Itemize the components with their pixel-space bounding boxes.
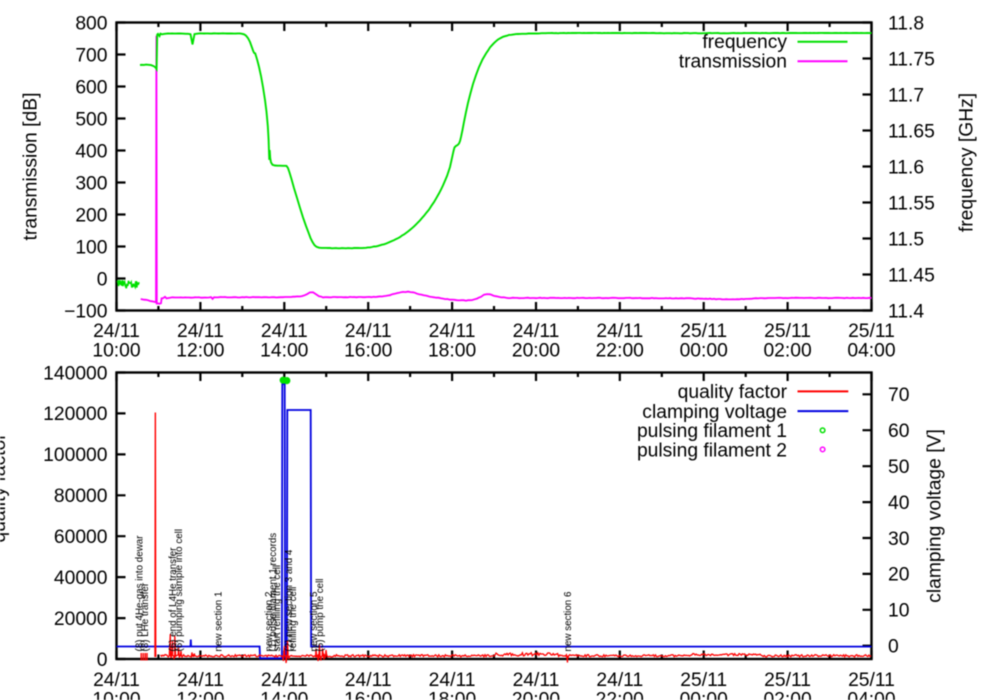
svg-text:04:00: 04:00 (847, 341, 895, 362)
svg-text:20: 20 (888, 565, 909, 586)
svg-text:40: 40 (888, 493, 909, 514)
svg-text:22:00: 22:00 (596, 689, 644, 700)
svg-text:11.7: 11.7 (888, 85, 924, 106)
svg-text:00:00: 00:00 (680, 689, 728, 700)
svg-text:frequency: frequency (702, 32, 787, 53)
svg-text:24/11: 24/11 (596, 321, 643, 342)
svg-text:quality factor: quality factor (678, 382, 788, 403)
svg-text:25/11: 25/11 (764, 670, 811, 691)
svg-text:20:00: 20:00 (512, 341, 560, 362)
svg-text:24/11: 24/11 (429, 321, 476, 342)
svg-text:new section 5: new section 5 (309, 591, 320, 651)
svg-text:11.4: 11.4 (888, 301, 924, 322)
svg-text:10:00: 10:00 (92, 341, 140, 362)
svg-text:new section 2: new section 2 (264, 592, 275, 652)
svg-text:11.6: 11.6 (888, 157, 924, 178)
svg-text:(8) LHe transfer: (8) LHe transfer (140, 582, 151, 651)
svg-text:24/11: 24/11 (177, 321, 224, 342)
svg-text:500: 500 (75, 109, 107, 130)
svg-text:800: 800 (75, 13, 107, 34)
svg-text:700: 700 (75, 45, 107, 66)
svg-text:120000: 120000 (43, 404, 107, 425)
svg-text:60: 60 (888, 421, 909, 442)
svg-text:quality factor: quality factor (0, 433, 10, 543)
svg-text:−100: −100 (64, 301, 107, 322)
svg-text:300: 300 (75, 173, 107, 194)
svg-text:24/11: 24/11 (513, 670, 560, 691)
svg-text:02:00: 02:00 (763, 341, 811, 362)
svg-text:25/11: 25/11 (848, 321, 895, 342)
svg-text:24/11: 24/11 (429, 670, 476, 691)
svg-text:16:00: 16:00 (344, 341, 392, 362)
svg-text:10:00: 10:00 (92, 689, 140, 700)
svg-text:(5) pump the cell: (5) pump the cell (315, 579, 326, 652)
svg-text:24/11: 24/11 (345, 670, 392, 691)
svg-text:50: 50 (888, 457, 909, 478)
svg-text:24/11: 24/11 (177, 670, 224, 691)
svg-text:200: 200 (75, 205, 107, 226)
svg-text:140000: 140000 (43, 363, 107, 384)
svg-text:18:00: 18:00 (428, 689, 476, 700)
svg-text:24/11: 24/11 (345, 321, 392, 342)
svg-text:25/11: 25/11 (680, 321, 727, 342)
svg-text:10: 10 (888, 601, 909, 622)
svg-text:18:00: 18:00 (428, 341, 476, 362)
svg-text:0: 0 (97, 269, 108, 290)
svg-text:14:00: 14:00 (260, 689, 308, 700)
svg-text:25/11: 25/11 (848, 670, 895, 691)
svg-text:20000: 20000 (54, 609, 108, 630)
svg-text:14:00: 14:00 (260, 341, 308, 362)
svg-text:11.45: 11.45 (888, 265, 935, 286)
svg-text:(1) pulse filament 1 records: (1) pulse filament 1 records (268, 533, 279, 652)
svg-text:11.75: 11.75 (888, 49, 935, 70)
svg-text:40000: 40000 (54, 568, 108, 589)
svg-text:11.65: 11.65 (888, 121, 935, 142)
svg-text:30: 30 (888, 529, 909, 550)
svg-text:24/11: 24/11 (513, 321, 560, 342)
svg-text:60000: 60000 (54, 527, 108, 548)
svg-text:24/11: 24/11 (261, 670, 308, 691)
svg-text:0: 0 (888, 637, 899, 658)
svg-text:22:00: 22:00 (596, 341, 644, 362)
svg-text:400: 400 (75, 141, 107, 162)
svg-text:24/11: 24/11 (93, 321, 140, 342)
svg-text:(8) put 4He-gas into dewar: (8) put 4He-gas into dewar (135, 535, 146, 652)
svg-text:24/11: 24/11 (596, 670, 643, 691)
svg-text:100: 100 (75, 237, 107, 258)
svg-text:25/11: 25/11 (680, 670, 727, 691)
svg-text:24/11: 24/11 (261, 321, 308, 342)
svg-text:12:00: 12:00 (176, 689, 224, 700)
svg-text:0: 0 (97, 650, 108, 671)
svg-text:start refilling the cell: start refilling the cell (272, 565, 283, 652)
svg-text:clamping voltage [V]: clamping voltage [V] (925, 429, 946, 603)
svg-text:600: 600 (75, 77, 107, 98)
svg-text:new section 6: new section 6 (563, 591, 574, 651)
svg-text:11.8: 11.8 (888, 13, 924, 34)
svg-text:16:00: 16:00 (344, 689, 392, 700)
svg-text:70: 70 (888, 385, 909, 406)
svg-text:02:00: 02:00 (763, 689, 811, 700)
svg-text:transmission [dB]: transmission [dB] (21, 93, 42, 241)
svg-text:11.5: 11.5 (888, 229, 924, 250)
svg-text:80000: 80000 (54, 486, 108, 507)
svg-text:100000: 100000 (43, 445, 107, 466)
svg-text:20:00: 20:00 (512, 689, 560, 700)
svg-text:refilling the cell: refilling the cell (288, 587, 299, 652)
svg-text:pulsing filament 2: pulsing filament 2 (637, 441, 787, 462)
svg-text:clamping voltage: clamping voltage (642, 402, 787, 423)
svg-text:(2) new section 3 and 4: (2) new section 3 and 4 (284, 549, 295, 651)
svg-text:transmission: transmission (679, 52, 787, 73)
svg-text:(6) pumping sample into cell: (6) pumping sample into cell (174, 529, 185, 652)
svg-text:25/11: 25/11 (764, 321, 811, 342)
svg-text:11.55: 11.55 (888, 193, 935, 214)
svg-text:00:00: 00:00 (680, 341, 728, 362)
svg-text:new section 1: new section 1 (214, 592, 225, 652)
svg-text:24/11: 24/11 (93, 670, 140, 691)
svg-text:12:00: 12:00 (176, 341, 224, 362)
svg-text:frequency [GHz]: frequency [GHz] (957, 93, 978, 232)
svg-text:pulsing filament 1: pulsing filament 1 (637, 421, 787, 442)
svg-text:04:00: 04:00 (847, 689, 895, 700)
svg-text:(6) end of L4He transfer: (6) end of L4He transfer (168, 547, 179, 652)
